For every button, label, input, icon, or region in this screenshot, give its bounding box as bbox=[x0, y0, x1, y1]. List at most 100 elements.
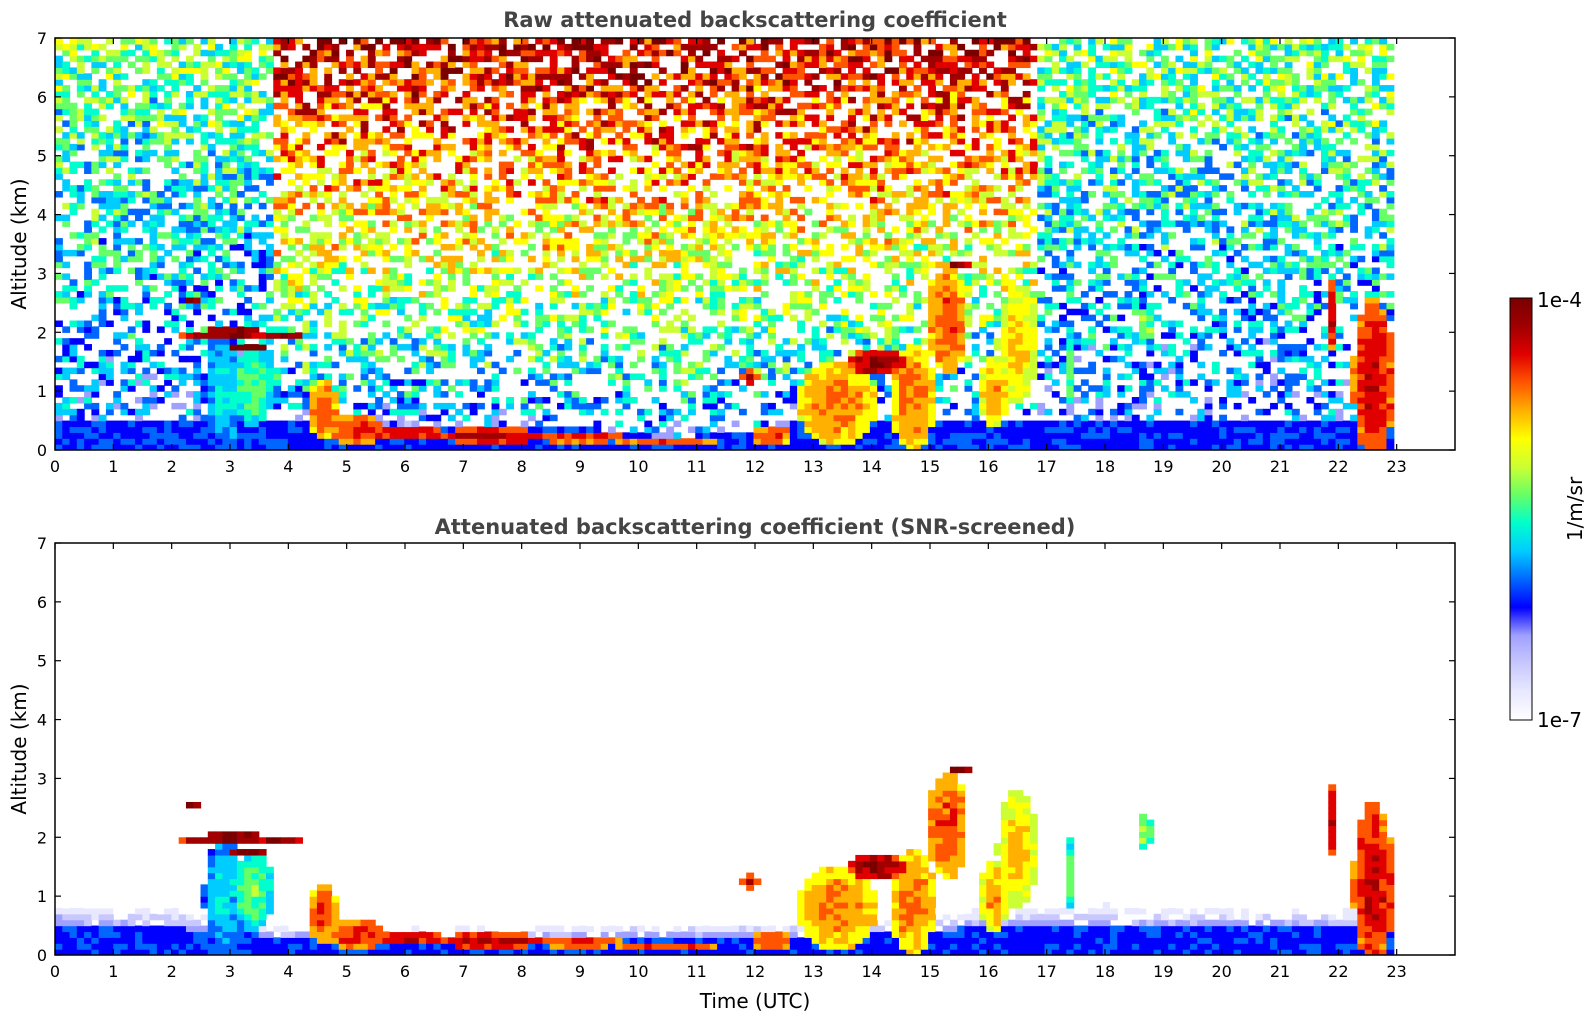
heat-cell bbox=[818, 43, 827, 51]
heat-cell bbox=[477, 349, 485, 357]
heat-cell bbox=[207, 38, 216, 45]
heat-cell bbox=[266, 326, 274, 333]
heat-cell bbox=[411, 420, 420, 428]
heat-cell bbox=[717, 332, 725, 339]
heat-cell bbox=[593, 355, 602, 363]
heat-cell bbox=[149, 285, 158, 292]
heat-cell bbox=[571, 314, 580, 322]
heat-cell bbox=[244, 444, 253, 450]
heat-cell bbox=[680, 397, 689, 404]
heat-cell bbox=[826, 49, 835, 57]
heat-cell bbox=[193, 149, 202, 157]
heat-cell bbox=[717, 161, 725, 169]
heat-cell bbox=[331, 267, 340, 275]
heat-cell bbox=[207, 385, 216, 392]
heat-cell bbox=[542, 214, 551, 222]
heat-cell bbox=[506, 226, 514, 233]
heat-cell bbox=[477, 355, 485, 363]
heat-cell bbox=[622, 73, 631, 80]
heat-cell bbox=[142, 96, 151, 104]
heat-cell bbox=[120, 420, 129, 428]
heat-cell bbox=[338, 420, 347, 428]
heat-cell bbox=[229, 426, 238, 433]
heat-cell bbox=[578, 126, 587, 133]
heat-cell bbox=[469, 361, 478, 369]
heat-cell bbox=[440, 438, 449, 445]
heat-cell bbox=[193, 291, 202, 298]
heat-cell bbox=[498, 38, 507, 45]
heat-cell bbox=[98, 132, 107, 139]
heat-cell bbox=[62, 296, 71, 304]
heat-cell bbox=[229, 85, 238, 92]
heat-cell bbox=[477, 155, 485, 163]
heat-cell bbox=[55, 273, 63, 280]
heat-cell bbox=[62, 432, 71, 439]
heat-cell bbox=[506, 338, 514, 345]
heat-cell bbox=[506, 185, 514, 192]
heat-cell bbox=[404, 296, 413, 304]
heat-cell bbox=[149, 373, 158, 380]
heat-cell bbox=[688, 126, 696, 133]
heat-cell bbox=[331, 185, 340, 192]
heat-cell bbox=[382, 96, 391, 104]
heat-cell bbox=[55, 261, 63, 269]
heat-cell bbox=[506, 426, 514, 433]
heat-cell bbox=[375, 355, 384, 363]
heat-cell bbox=[447, 202, 456, 210]
heat-cell bbox=[746, 349, 755, 357]
heat-cell bbox=[840, 85, 849, 92]
heat-cell bbox=[91, 196, 100, 204]
heat-cell bbox=[811, 432, 820, 439]
heat-cell bbox=[688, 326, 696, 333]
heat-cell bbox=[869, 244, 878, 251]
heat-cell bbox=[62, 143, 71, 151]
heat-cell bbox=[840, 143, 849, 151]
heat-cell bbox=[389, 349, 398, 357]
heat-cell bbox=[113, 432, 122, 439]
heat-cell bbox=[651, 55, 660, 63]
heat-cell bbox=[382, 332, 391, 339]
heat-cell bbox=[84, 73, 92, 80]
heat-cell bbox=[295, 38, 303, 45]
heat-cell bbox=[789, 255, 798, 263]
heat-cell bbox=[848, 85, 856, 92]
heat-cell bbox=[193, 214, 202, 222]
heat-cell bbox=[527, 85, 536, 92]
heat-cell bbox=[848, 408, 856, 416]
heat-cell bbox=[346, 55, 354, 63]
heat-cell bbox=[673, 155, 682, 163]
heat-cell bbox=[418, 149, 427, 157]
heat-cell bbox=[185, 261, 194, 269]
heat-cell bbox=[142, 355, 151, 363]
heat-cell bbox=[658, 238, 667, 245]
heat-cell bbox=[324, 291, 333, 298]
heat-cell bbox=[651, 208, 660, 216]
heat-cell bbox=[105, 402, 114, 410]
heat-cell bbox=[382, 302, 391, 310]
heat-cell bbox=[185, 96, 194, 104]
heat-cell bbox=[142, 285, 151, 292]
heat-cell bbox=[433, 173, 442, 180]
heat-cell bbox=[229, 191, 238, 198]
heat-cell bbox=[557, 238, 565, 245]
heat-cell bbox=[367, 291, 376, 298]
heat-cell bbox=[862, 379, 871, 386]
heat-cell bbox=[498, 238, 507, 245]
heat-cell bbox=[848, 444, 856, 450]
heat-cell bbox=[695, 432, 704, 439]
heat-cell bbox=[193, 191, 202, 198]
heat-cell bbox=[484, 202, 493, 210]
heat-cell bbox=[316, 267, 325, 275]
heat-cell bbox=[382, 108, 391, 116]
heat-cell bbox=[484, 302, 493, 310]
heat-cell bbox=[695, 214, 704, 222]
heat-cell bbox=[658, 432, 667, 439]
heat-cell bbox=[200, 214, 209, 222]
heat-cell bbox=[826, 114, 835, 121]
heat-cell bbox=[607, 114, 616, 121]
heat-cell bbox=[411, 367, 420, 375]
heat-cell bbox=[724, 161, 733, 169]
heat-cell bbox=[418, 120, 427, 127]
heat-cell bbox=[498, 61, 507, 69]
heat-cell bbox=[171, 349, 180, 357]
